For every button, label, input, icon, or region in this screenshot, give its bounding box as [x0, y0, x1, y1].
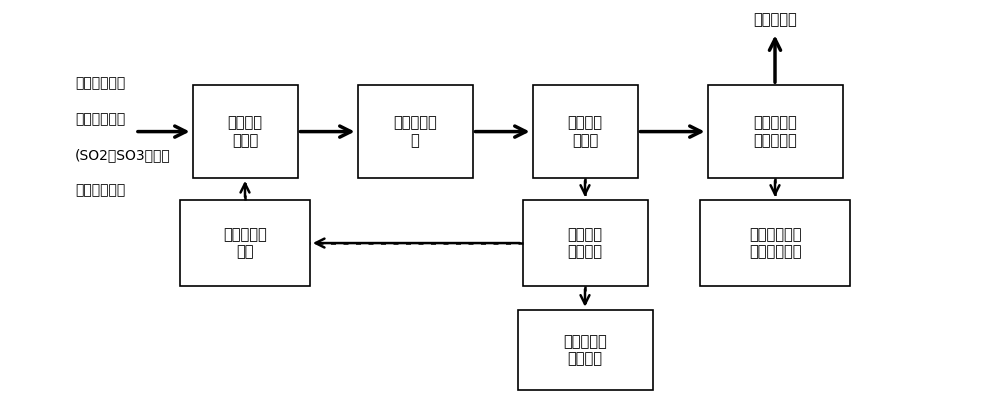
Text: 实现含重金属
污酸废水减量: 实现含重金属 污酸废水减量: [749, 227, 801, 259]
Text: 吸附剂喷射
装置: 吸附剂喷射 装置: [223, 227, 267, 259]
Text: 第二级除
尘装置: 第二级除 尘装置: [568, 115, 602, 148]
FancyBboxPatch shape: [522, 200, 648, 286]
Text: 旧吸附剂资
源化利用: 旧吸附剂资 源化利用: [563, 334, 607, 366]
Text: 烟气换热装
置: 烟气换热装 置: [393, 115, 437, 148]
FancyBboxPatch shape: [532, 85, 638, 178]
Text: 用过的吸
附剂回收: 用过的吸 附剂回收: [568, 227, 602, 259]
Text: 烟气去制酸: 烟气去制酸: [753, 13, 797, 28]
Text: 第一级除
尘装置: 第一级除 尘装置: [228, 115, 262, 148]
FancyBboxPatch shape: [192, 85, 298, 178]
Text: 经高温余热回: 经高温余热回: [75, 76, 125, 91]
FancyBboxPatch shape: [708, 85, 842, 178]
FancyBboxPatch shape: [180, 200, 310, 286]
Text: 烟气洗涤降
温深度净化: 烟气洗涤降 温深度净化: [753, 115, 797, 148]
FancyBboxPatch shape: [518, 310, 652, 390]
Text: 重金属组分）: 重金属组分）: [75, 184, 125, 197]
Text: 收的治炼烟气: 收的治炼烟气: [75, 112, 125, 126]
FancyBboxPatch shape: [700, 200, 850, 286]
FancyBboxPatch shape: [358, 85, 473, 178]
Text: (SO2，SO3、尘、: (SO2，SO3、尘、: [75, 148, 171, 162]
